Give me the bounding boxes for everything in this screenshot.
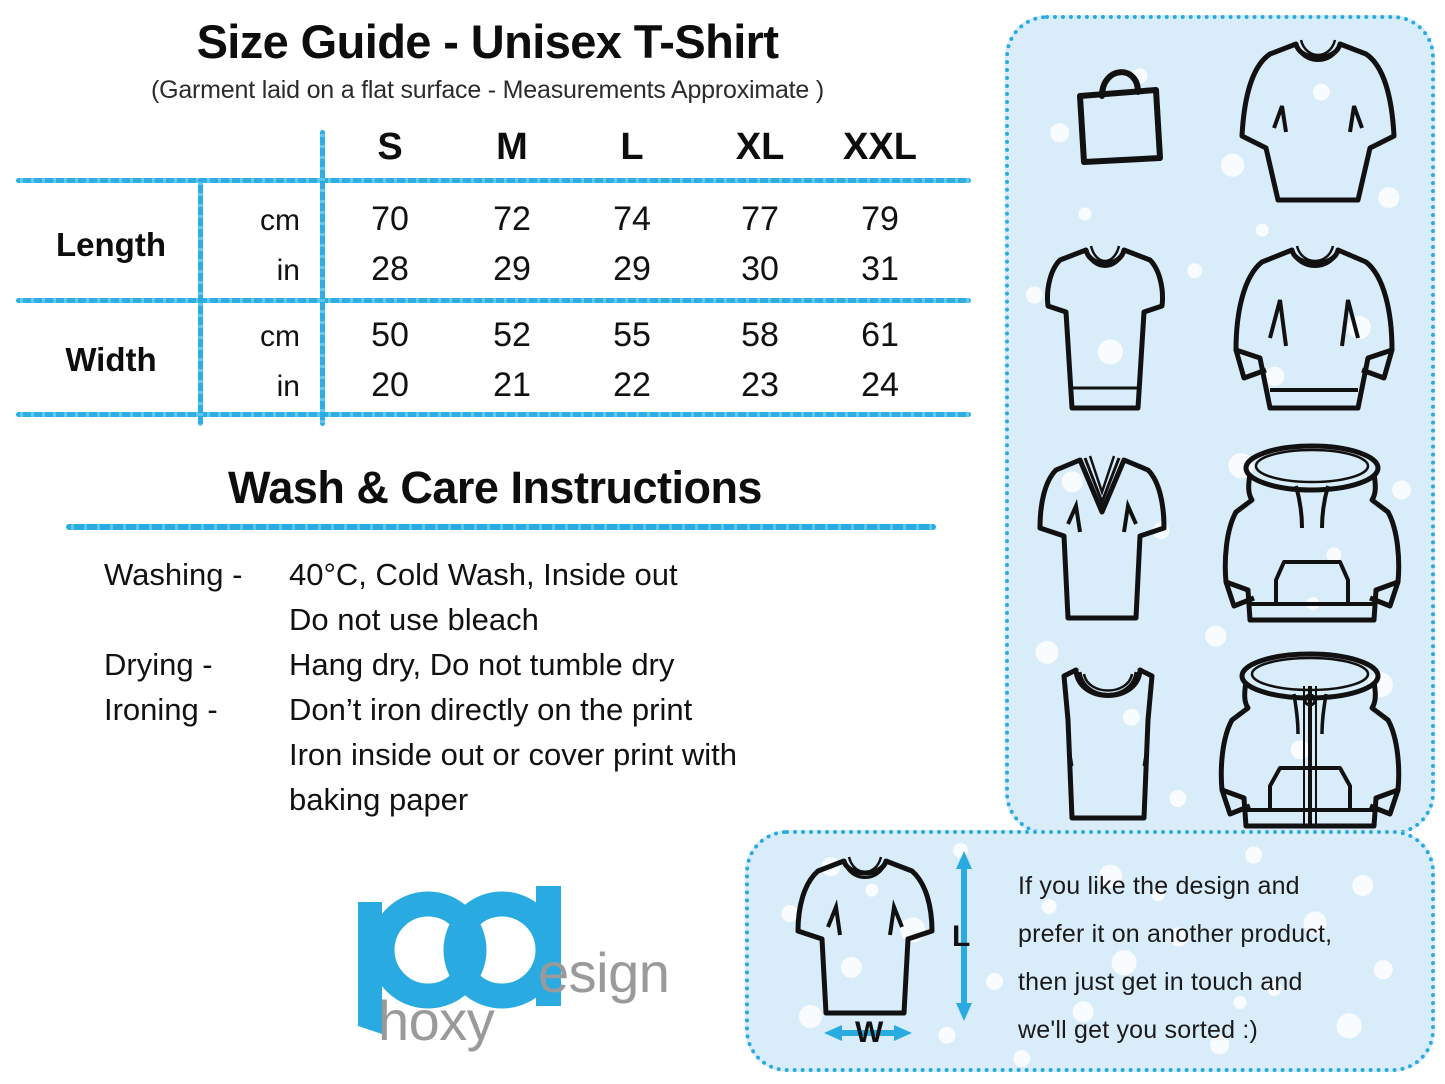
- size-header-xl: XL: [735, 126, 785, 168]
- cell-width-cm-xl: 58: [741, 316, 779, 354]
- care-text-ironing-2: Iron inside out or cover print with: [289, 737, 737, 772]
- page-title: Size Guide - Unisex T-Shirt: [196, 15, 779, 68]
- measure-label-width: W: [855, 1016, 884, 1049]
- cell-length-cm-xl: 77: [741, 200, 779, 238]
- table-hline-bottom: [16, 412, 971, 417]
- cell-width-in-m: 21: [493, 366, 531, 404]
- cell-length-in-s: 28: [371, 250, 409, 288]
- care-text-drying-1: Hang dry, Do not tumble dry: [289, 647, 675, 682]
- info-note-line-2: prefer it on another product,: [1018, 920, 1333, 948]
- page-subtitle: (Garment laid on a flat surface - Measur…: [150, 76, 824, 104]
- size-header-m: M: [496, 126, 528, 168]
- v-neck-tee-icon: [1032, 450, 1172, 630]
- cell-width-in-xl: 23: [741, 366, 779, 404]
- cell-length-in-xxl: 31: [861, 250, 899, 288]
- table-hline-mid: [16, 298, 971, 303]
- size-header-l: L: [620, 126, 644, 168]
- table-vline-unit: [320, 130, 325, 426]
- cell-length-cm-m: 72: [493, 200, 531, 238]
- cell-length-in-xl: 30: [741, 250, 779, 288]
- unit-length-cm: cm: [260, 204, 300, 237]
- pullover-hoodie-icon: [1222, 442, 1402, 637]
- cell-width-in-l: 22: [613, 366, 651, 404]
- cell-length-in-l: 29: [613, 250, 651, 288]
- logo-word-phoxy: hoxy: [378, 989, 495, 1052]
- ladies-fitted-tee-icon: [1040, 240, 1170, 420]
- care-label-drying: Drying -: [104, 647, 213, 682]
- pd-monogram-icon: [358, 886, 561, 1034]
- unit-width-in: in: [276, 370, 300, 403]
- cell-width-cm-l: 55: [613, 316, 651, 354]
- vest-tank-top-icon: [1058, 662, 1158, 827]
- info-note-text: If you like the design and prefer it on …: [1018, 862, 1418, 1054]
- row-label-width: Width: [65, 341, 157, 378]
- info-note-line-4: we'll get you sorted :): [1018, 1016, 1259, 1044]
- cell-length-in-m: 29: [493, 250, 531, 288]
- wash-care-list: Washing - 40°C, Cold Wash, Inside out Do…: [104, 552, 964, 822]
- wash-care-underline: [66, 524, 936, 530]
- cell-width-in-s: 20: [371, 366, 409, 404]
- logo-word-design: esign: [538, 941, 670, 1004]
- zip-hoodie-icon: [1218, 651, 1403, 842]
- care-label-washing: Washing -: [104, 557, 243, 592]
- care-item-washing: Washing - 40°C, Cold Wash, Inside out: [104, 552, 964, 597]
- size-table: S M L XL XXL Length cm in 70 72 74 77 79…: [0, 126, 975, 426]
- care-item-ironing: Ironing - Don’t iron directly on the pri…: [104, 687, 964, 732]
- care-text-ironing-1: Don’t iron directly on the print: [289, 692, 693, 727]
- info-note-line-1: If you like the design and: [1018, 872, 1300, 900]
- cell-width-cm-m: 52: [493, 316, 531, 354]
- wash-care-title: Wash & Care Instructions: [228, 462, 762, 513]
- sweatshirt-icon: [1232, 238, 1397, 428]
- care-text-washing-1: 40°C, Cold Wash, Inside out: [289, 557, 678, 592]
- table-vline-label: [198, 178, 203, 426]
- unit-length-in: in: [276, 254, 300, 287]
- care-text-washing-2: Do not use bleach: [289, 602, 539, 637]
- cell-length-cm-s: 70: [371, 200, 409, 238]
- care-label-ironing: Ironing -: [104, 692, 218, 727]
- size-header-xxl: XXL: [843, 126, 917, 168]
- long-sleeve-tee-icon: [1238, 32, 1398, 212]
- brand-logo: esign hoxy: [352, 884, 682, 1052]
- measure-label-length: L: [952, 920, 971, 953]
- cell-width-in-xxl: 24: [861, 366, 899, 404]
- cell-width-cm-s: 50: [371, 316, 409, 354]
- care-text-ironing-3: baking paper: [289, 782, 469, 817]
- row-label-length: Length: [56, 226, 166, 263]
- size-header-s: S: [377, 126, 403, 168]
- cell-width-cm-xxl: 61: [861, 316, 899, 354]
- unit-width-cm: cm: [260, 320, 300, 353]
- care-item-drying: Drying - Hang dry, Do not tumble dry: [104, 642, 964, 687]
- measurement-diagram: [792, 845, 992, 1055]
- cell-length-cm-xxl: 79: [861, 200, 899, 238]
- table-hline-top: [16, 178, 971, 183]
- tote-bag-icon: [1068, 58, 1168, 168]
- info-note-line-3: then just get in touch and: [1018, 968, 1303, 996]
- cell-length-cm-l: 74: [613, 200, 651, 238]
